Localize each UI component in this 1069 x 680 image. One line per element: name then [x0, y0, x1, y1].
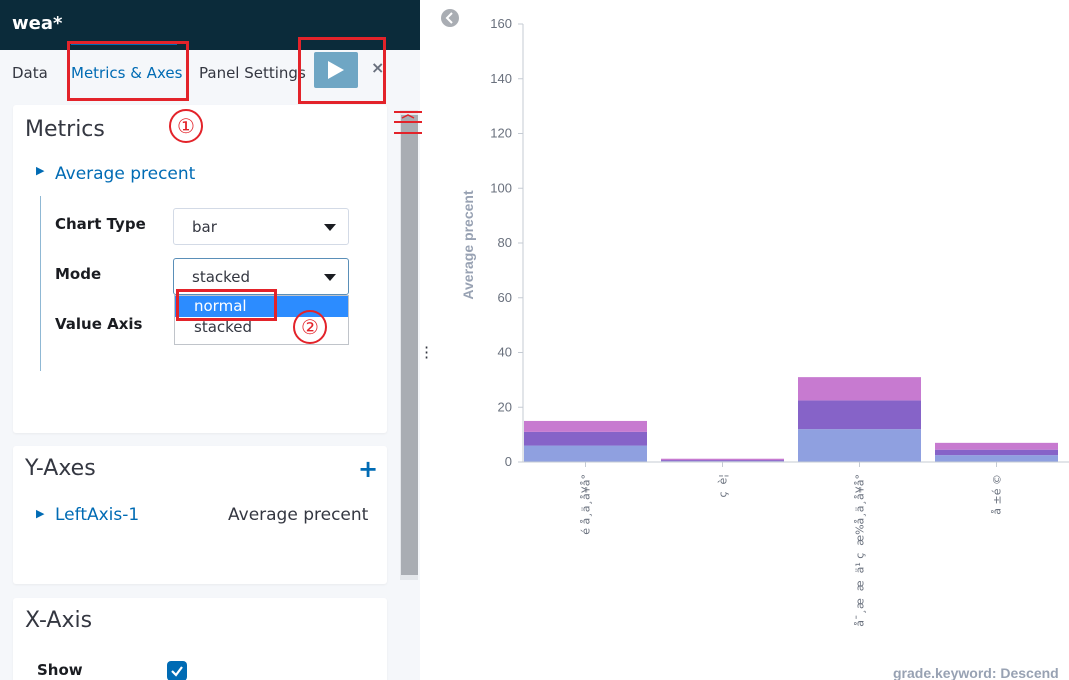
- x-tick-label: é å¸ä¸­å¥å°: [580, 474, 593, 535]
- y-axis-expand-icon[interactable]: ▶: [36, 507, 45, 520]
- y-tick-label: 80: [498, 235, 512, 250]
- y-axes-title: Y-Axes: [25, 456, 96, 481]
- bar-segment[interactable]: [935, 449, 1058, 456]
- y-tick-label: 40: [498, 345, 512, 360]
- metrics-title: Metrics: [25, 117, 105, 142]
- y-axis-title: Average precent: [460, 190, 476, 300]
- y-axis: 0 20 40 60 80 100 120 140 160: [490, 16, 524, 469]
- tab-metrics-axes[interactable]: Metrics & Axes: [71, 64, 183, 82]
- bar-segment[interactable]: [798, 429, 921, 462]
- annotation-number-1: ①: [169, 109, 203, 143]
- discard-button[interactable]: ×: [371, 58, 385, 77]
- y-tick-label: 100: [490, 180, 512, 195]
- check-icon: [171, 666, 183, 677]
- annotation-box-tab: [67, 41, 189, 101]
- mode-option-stacked[interactable]: stacked: [194, 318, 253, 336]
- collapse-sidebar-icon[interactable]: [441, 9, 459, 27]
- bar-segment[interactable]: [661, 458, 784, 461]
- chart-type-select[interactable]: bar: [173, 208, 349, 245]
- tab-panel-settings[interactable]: Panel Settings: [199, 64, 306, 82]
- x-tick-label: å¯¸æ æ ä¹ ç æ%å¸ä¸­å¥å°: [854, 474, 867, 627]
- visualization-title: wea*: [12, 13, 63, 34]
- x-tick-label: å ±é ©: [991, 474, 1004, 515]
- add-y-axis-button[interactable]: +: [358, 455, 379, 483]
- scrollbar-thumb[interactable]: [401, 115, 418, 575]
- value-axis-label: Value Axis: [55, 315, 143, 333]
- x-tick-label: ç è¦: [717, 474, 730, 498]
- apply-changes-button[interactable]: [314, 52, 358, 88]
- tab-data[interactable]: Data: [12, 64, 48, 82]
- metric-average-precent[interactable]: Average precent: [55, 164, 196, 184]
- bar-segment[interactable]: [661, 460, 784, 462]
- chevron-down-icon: [324, 224, 336, 231]
- bar-segment[interactable]: [935, 442, 1058, 450]
- annotation-box-apply: [298, 37, 386, 104]
- play-icon: [328, 61, 344, 79]
- bar-segment[interactable]: [798, 400, 921, 430]
- chevron-left-icon: [445, 12, 453, 24]
- annotation-box-normal: [176, 289, 277, 321]
- bar-chart: 0 20 40 60 80 100 120 140 160 é å¸ä¸­å¥å° ç è¦ å¯¸…: [460, 16, 1069, 680]
- chart-type-value: bar: [192, 218, 217, 236]
- x-axis-title: X-Axis: [25, 608, 93, 633]
- bar-segment[interactable]: [798, 377, 921, 401]
- y-tick-label: 20: [498, 399, 512, 414]
- x-axis-card: X-Axis: [13, 598, 387, 680]
- show-label: Show: [37, 661, 83, 679]
- y-axes-card: Y-Axes: [13, 446, 387, 584]
- bars: [524, 377, 1058, 463]
- metric-expand-icon[interactable]: ▶: [36, 164, 45, 177]
- bar-segment[interactable]: [524, 431, 647, 446]
- mode-value: stacked: [192, 268, 251, 286]
- mode-select[interactable]: stacked: [173, 258, 349, 295]
- metric-guide-line: [40, 196, 41, 371]
- y-tick-label: 160: [490, 16, 512, 31]
- resize-handle-icon[interactable]: [390, 105, 426, 139]
- y-axis-name[interactable]: LeftAxis-1: [55, 505, 140, 525]
- y-tick-label: 60: [498, 290, 512, 305]
- x-axis-title: grade.keyword: Descend: [893, 665, 1059, 680]
- bar-segment[interactable]: [935, 455, 1058, 462]
- x-axis: é å¸ä¸­å¥å° ç è¦ å¯¸æ æ ä¹ ç æ%å¸ä¸­å¥å° å …: [523, 461, 1069, 627]
- bar-segment[interactable]: [524, 420, 647, 432]
- annotation-number-2: ②: [293, 310, 327, 344]
- chevron-down-icon: [324, 274, 336, 281]
- panel-divider-handle[interactable]: · · ·: [424, 338, 430, 367]
- mode-label: Mode: [55, 265, 102, 283]
- y-tick-label: 120: [490, 126, 512, 141]
- y-tick-label: 0: [505, 454, 512, 469]
- bar-segment[interactable]: [524, 445, 647, 462]
- show-checkbox[interactable]: [167, 661, 187, 680]
- y-axis-metric: Average precent: [228, 505, 369, 525]
- y-tick-label: 140: [490, 71, 512, 86]
- chart-type-label: Chart Type: [55, 215, 146, 233]
